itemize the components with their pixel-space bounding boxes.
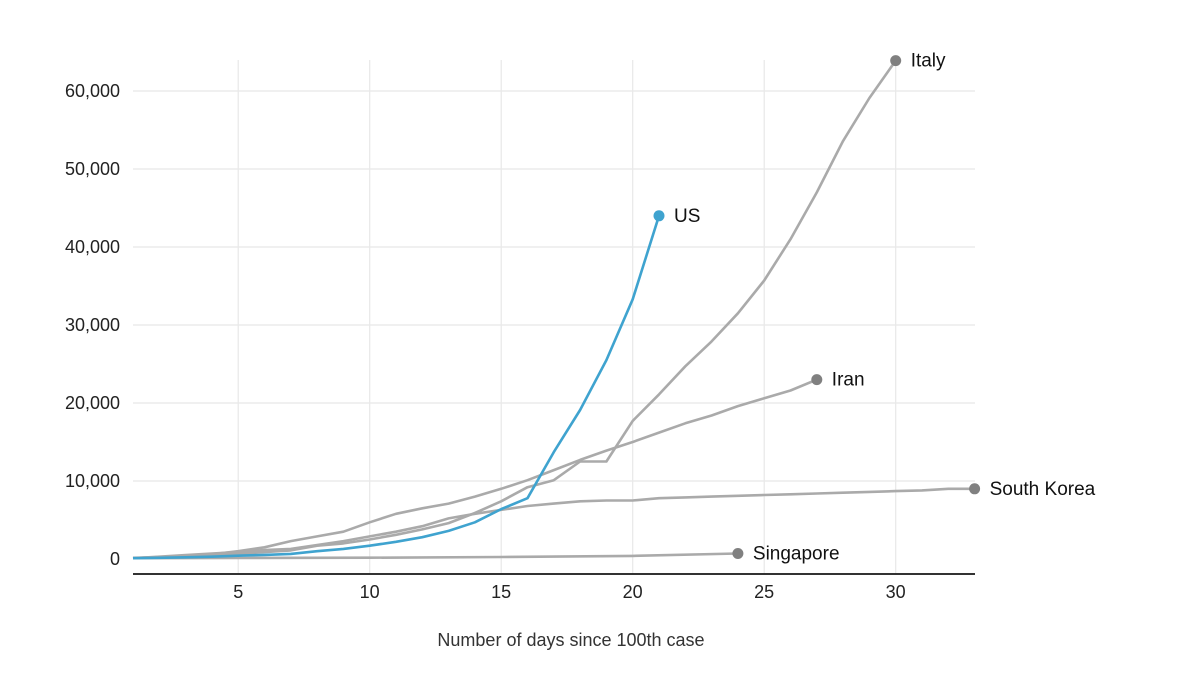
endpoint-marker-us: [653, 210, 665, 222]
grid: [133, 60, 975, 574]
y-axis: 0 10,000 20,000 30,000 40,000 50,000 60,000: [65, 81, 120, 569]
endpoint-marker-italy: [890, 55, 902, 67]
x-axis-label: Number of days since 100th case: [437, 630, 704, 650]
x-tick-label: 25: [754, 582, 774, 602]
x-tick-label: 5: [233, 582, 243, 602]
series-lines: Italy Iran South Korea Singapore US: [132, 51, 1096, 565]
series-line-italy: [132, 59, 897, 560]
series-label-singapore: Singapore: [753, 544, 840, 565]
endpoint-marker-south-korea: [969, 483, 981, 495]
x-axis: 5 10 15 20 25 30: [233, 582, 906, 602]
endpoint-marker-singapore: [732, 548, 744, 560]
series-line-us: [132, 215, 661, 560]
x-tick-label: 20: [623, 582, 643, 602]
series-label-us: US: [674, 206, 700, 227]
endpoint-marker-iran: [811, 374, 823, 386]
series-label-south-korea: South Korea: [990, 479, 1096, 500]
series-label-iran: Iran: [832, 370, 865, 391]
y-tick-label: 40,000: [65, 237, 120, 257]
x-tick-label: 30: [886, 582, 906, 602]
series-line-iran: [132, 378, 818, 560]
y-tick-label: 30,000: [65, 315, 120, 335]
series-line-singapore: [132, 552, 738, 560]
x-tick-label: 15: [491, 582, 511, 602]
y-tick-label: 10,000: [65, 471, 120, 491]
y-tick-label: 50,000: [65, 159, 120, 179]
series-label-italy: Italy: [911, 51, 946, 72]
y-tick-label: 0: [110, 549, 120, 569]
y-tick-label: 60,000: [65, 81, 120, 101]
x-tick-label: 10: [360, 582, 380, 602]
series-line-south-korea: [132, 487, 975, 560]
y-tick-label: 20,000: [65, 393, 120, 413]
